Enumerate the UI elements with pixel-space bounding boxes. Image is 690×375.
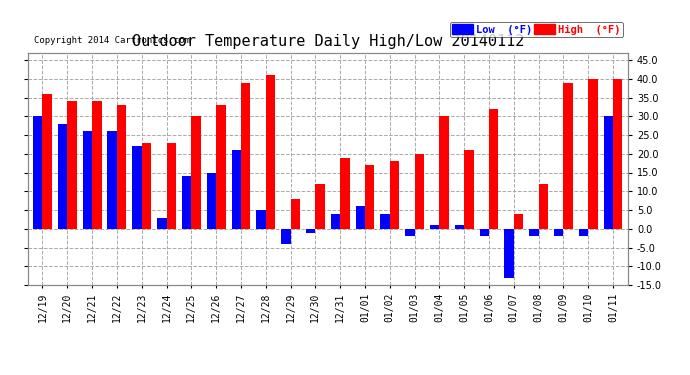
- Text: Copyright 2014 Cartronics.com: Copyright 2014 Cartronics.com: [34, 36, 190, 45]
- Bar: [33, 116, 43, 229]
- Bar: [355, 206, 365, 229]
- Bar: [464, 150, 473, 229]
- Bar: [489, 109, 498, 229]
- Bar: [564, 82, 573, 229]
- Bar: [390, 161, 400, 229]
- Bar: [539, 184, 548, 229]
- Bar: [266, 75, 275, 229]
- Bar: [157, 217, 166, 229]
- Bar: [430, 225, 440, 229]
- Bar: [554, 229, 564, 236]
- Bar: [256, 210, 266, 229]
- Bar: [117, 105, 126, 229]
- Bar: [529, 229, 539, 236]
- Bar: [604, 116, 613, 229]
- Bar: [207, 172, 216, 229]
- Bar: [331, 214, 340, 229]
- Bar: [365, 165, 375, 229]
- Bar: [191, 116, 201, 229]
- Bar: [43, 94, 52, 229]
- Bar: [440, 116, 449, 229]
- Bar: [480, 229, 489, 236]
- Bar: [504, 229, 514, 278]
- Bar: [182, 176, 191, 229]
- Bar: [405, 229, 415, 236]
- Bar: [306, 229, 315, 232]
- Bar: [340, 158, 350, 229]
- Bar: [241, 82, 250, 229]
- Bar: [58, 124, 68, 229]
- Bar: [108, 131, 117, 229]
- Bar: [132, 146, 141, 229]
- Bar: [281, 229, 290, 244]
- Bar: [232, 150, 241, 229]
- Bar: [92, 101, 101, 229]
- Legend: Low  (°F), High  (°F): Low (°F), High (°F): [450, 22, 622, 37]
- Bar: [415, 154, 424, 229]
- Title: Outdoor Temperature Daily High/Low 20140112: Outdoor Temperature Daily High/Low 20140…: [132, 33, 524, 48]
- Bar: [588, 79, 598, 229]
- Bar: [68, 101, 77, 229]
- Bar: [141, 142, 151, 229]
- Bar: [579, 229, 588, 236]
- Bar: [315, 184, 325, 229]
- Bar: [83, 131, 92, 229]
- Bar: [455, 225, 464, 229]
- Bar: [613, 79, 622, 229]
- Bar: [166, 142, 176, 229]
- Bar: [514, 214, 523, 229]
- Bar: [216, 105, 226, 229]
- Bar: [380, 214, 390, 229]
- Bar: [290, 199, 300, 229]
